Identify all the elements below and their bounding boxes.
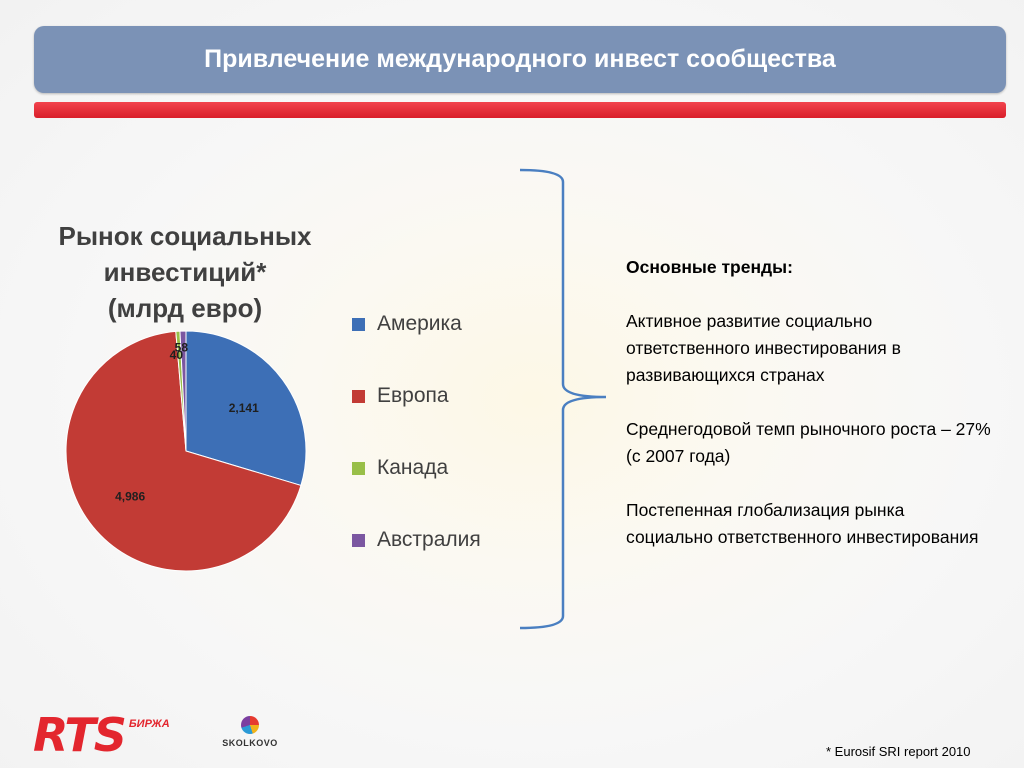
legend-label: Канада [377,456,449,479]
legend-item: Канада [352,456,448,480]
pie-data-label: 4,986 [115,489,145,503]
pie-slice-2 [65,330,302,572]
legend-label: Америка [377,312,462,335]
trend-item: Постепенная глобализация рынка социально… [626,500,979,547]
skolkovo-logo-text: SKOLKOVO [222,738,278,748]
rts-logo: RTS БИРЖА [33,708,170,762]
chart-title-line: инвестиций* [103,257,267,287]
trend-item: Активное развитие социально ответственно… [626,311,901,385]
trend-item: Среднегодовой темп рыночного роста – 27%… [626,419,991,466]
legend-swatch [352,389,365,403]
pie-data-label: 58 [175,340,189,354]
curly-bracket [519,168,607,630]
skolkovo-logo: SKOLKOVO [218,714,282,762]
chart-title-line: (млрд евро) [107,293,263,323]
legend-item: Австралия [352,528,481,552]
pie-data-label: 40 [170,348,184,362]
trends-panel: Основные тренды: Активное развитие социа… [626,254,996,578]
title-bar: Привлечение международного инвест сообще… [34,26,1006,93]
rts-logo-text: RTS [33,708,127,762]
chart-title: Рынок социальных инвестиций* (млрд евро) [20,218,350,326]
trends-heading: Основные тренды: [626,257,793,277]
page-title: Привлечение международного инвест сообще… [204,45,836,73]
chart-title-line: Рынок социальных [58,221,312,251]
red-divider [34,102,1006,118]
legend-item: Европа [352,384,449,408]
legend-label: Европа [377,384,449,407]
legend-swatch [352,533,365,547]
pie-slice-1 [185,330,307,487]
legend-swatch [352,461,365,475]
rts-logo-subtext: БИРЖА [128,718,170,730]
pie-slice-4 [179,330,187,452]
legend-label: Австралия [377,528,481,551]
footnote: * Eurosif SRI report 2010 [826,744,971,759]
legend-swatch [352,317,365,331]
legend-item: Америка [352,312,462,336]
pie-data-label: 2,141 [229,401,259,415]
skolkovo-emblem-icon [241,716,259,734]
